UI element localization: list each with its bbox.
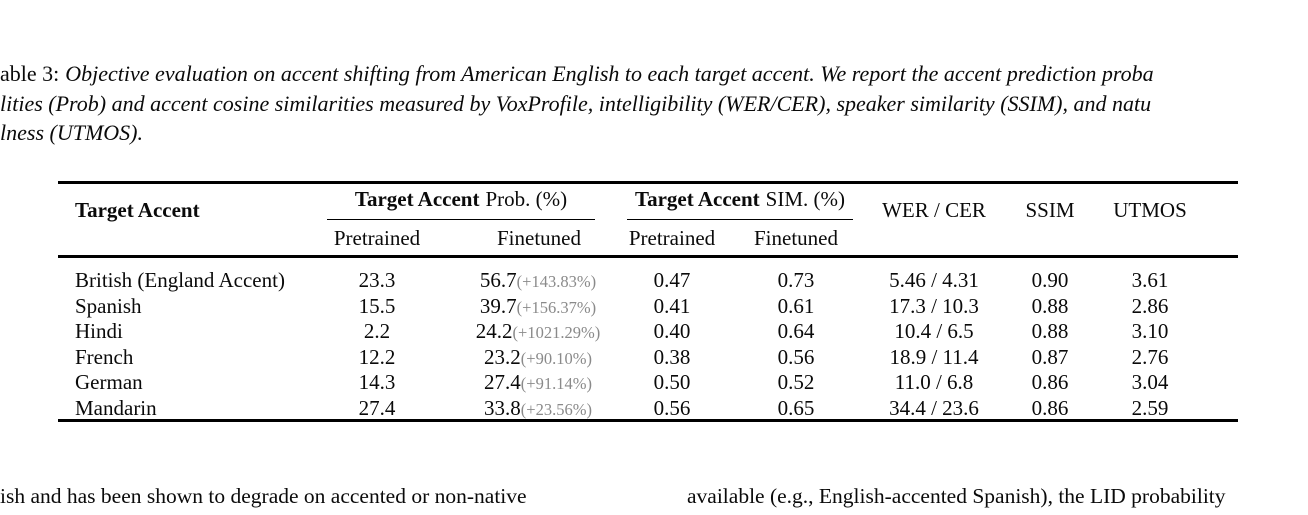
sim-pretrained-cell: 0.40	[653, 319, 691, 344]
body-text-right-column: available (e.g., English-accented Spanis…	[687, 484, 1226, 508]
ssim-cell: 0.88	[1031, 319, 1069, 344]
table-row: French 12.2 23.2(+90.10%) 0.38 0.56 18.9…	[58, 345, 1238, 371]
prob-delta-value: (+143.83%)	[516, 272, 597, 291]
table-caption: able 3: Objective evaluation on accent sh…	[0, 59, 1308, 148]
prob-finetuned-cell: 56.7(+143.83%)	[432, 268, 644, 295]
header-group-sim: Target Accent SIM. (%)	[627, 187, 853, 212]
results-table: Target Accent Target Accent Prob. (%) Tar…	[58, 181, 1238, 423]
prob-finetuned-cell: 33.8(+23.56%)	[432, 396, 644, 423]
sim-pretrained-cell: 0.50	[653, 370, 691, 395]
header-group-prob-bold: Target Accent	[354, 187, 480, 211]
prob-pretrained-cell: 14.3	[358, 370, 396, 395]
header-sim-finetuned: Finetuned	[754, 226, 838, 250]
sim-pretrained-cell: 0.41	[653, 293, 691, 318]
prob-delta-value: (+23.56%)	[520, 399, 592, 419]
table-bottom-rule	[58, 419, 1238, 422]
prob-finetuned-value: 33.8	[484, 395, 521, 420]
table-top-rule	[58, 181, 1238, 184]
table-body: British (England Accent) 23.3 56.7(+143.…	[58, 268, 1238, 422]
prob-finetuned-value: 56.7	[479, 268, 517, 292]
wer-cer-cell: 10.4 / 6.5	[894, 319, 974, 344]
header-prob-pretrained: Pretrained	[333, 226, 421, 250]
utmos-cell: 3.61	[1131, 268, 1169, 292]
prob-finetuned-cell: 23.2(+90.10%)	[432, 345, 644, 372]
table-row: Spanish 15.5 39.7(+156.37%) 0.41 0.61 17…	[58, 294, 1238, 320]
ssim-cell: 0.86	[1031, 395, 1069, 420]
prob-delta-value: (+1021.29%)	[512, 323, 601, 343]
sim-pretrained-cell: 0.47	[653, 268, 691, 292]
sim-group-rule	[627, 219, 853, 221]
accent-name-cell: German	[75, 370, 143, 395]
ssim-cell: 0.88	[1031, 293, 1069, 318]
prob-group-rule	[327, 219, 595, 221]
utmos-cell: 3.04	[1131, 370, 1169, 395]
table-row: German 14.3 27.4(+91.14%) 0.50 0.52 11.0…	[58, 370, 1238, 396]
table-row: Hindi 2.2 24.2(+1021.29%) 0.40 0.64 10.4…	[58, 319, 1238, 345]
wer-cer-cell: 18.9 / 11.4	[889, 344, 979, 369]
header-group-prob-rest: Prob. (%)	[485, 187, 568, 211]
caption-line-2: lities (Prob) and accent cosine similari…	[0, 90, 1152, 116]
table-row: Mandarin 27.4 33.8(+23.56%) 0.56 0.65 34…	[58, 396, 1238, 422]
table-mid-rule	[58, 255, 1238, 258]
accent-name-cell: Mandarin	[75, 395, 157, 420]
wer-cer-cell: 34.4 / 23.6	[889, 395, 979, 420]
header-group-sim-rest: SIM. (%)	[765, 187, 845, 211]
accent-name-cell: Hindi	[75, 319, 123, 344]
accent-name-cell: British (England Accent)	[75, 268, 285, 292]
header-ssim: SSIM	[1025, 198, 1075, 222]
utmos-cell: 2.59	[1131, 395, 1169, 420]
wer-cer-cell: 17.3 / 10.3	[889, 293, 979, 318]
utmos-cell: 3.10	[1131, 319, 1169, 344]
sim-finetuned-cell: 0.64	[777, 319, 815, 344]
sim-pretrained-cell: 0.38	[653, 344, 691, 369]
prob-finetuned-value: 24.2	[475, 319, 513, 344]
header-target-accent: Target Accent	[75, 198, 200, 222]
body-text-left-column: ish and has been shown to degrade on acc…	[0, 484, 527, 508]
utmos-cell: 2.76	[1131, 344, 1169, 369]
table-row: British (England Accent) 23.3 56.7(+143.…	[58, 268, 1238, 294]
caption-line-3: lness (UTMOS).	[0, 120, 143, 145]
ssim-cell: 0.86	[1031, 370, 1069, 395]
sim-finetuned-cell: 0.61	[777, 293, 815, 318]
prob-finetuned-value: 39.7	[479, 293, 517, 318]
accent-name-cell: Spanish	[75, 293, 142, 318]
ssim-cell: 0.90	[1031, 268, 1069, 292]
ssim-cell: 0.87	[1031, 344, 1069, 369]
caption-line-1: able 3: Objective evaluation on accent sh…	[0, 59, 1308, 89]
sim-pretrained-cell: 0.56	[653, 395, 691, 420]
header-group-sim-bold: Target Accent	[635, 187, 760, 211]
prob-finetuned-cell: 27.4(+91.14%)	[432, 370, 644, 397]
prob-delta-value: (+91.14%)	[520, 374, 592, 394]
header-utmos: UTMOS	[1113, 198, 1187, 222]
caption-table-number: able 3:	[0, 61, 60, 86]
prob-pretrained-cell: 27.4	[358, 395, 396, 420]
header-sim-pretrained: Pretrained	[628, 226, 716, 250]
sim-finetuned-cell: 0.52	[777, 370, 815, 395]
caption-text-1: Objective evaluation on accent shifting …	[65, 61, 1154, 86]
sim-finetuned-cell: 0.65	[777, 395, 815, 420]
prob-delta-value: (+90.10%)	[520, 348, 592, 368]
utmos-cell: 2.86	[1131, 293, 1169, 318]
sim-finetuned-cell: 0.56	[777, 344, 815, 369]
header-prob-finetuned: Finetuned	[497, 226, 581, 250]
wer-cer-cell: 11.0 / 6.8	[894, 370, 974, 395]
prob-pretrained-cell: 2.2	[363, 319, 391, 344]
prob-pretrained-cell: 15.5	[358, 293, 396, 318]
prob-finetuned-value: 23.2	[484, 344, 521, 369]
prob-finetuned-cell: 39.7(+156.37%)	[432, 294, 644, 321]
prob-finetuned-cell: 24.2(+1021.29%)	[432, 319, 644, 346]
accent-name-cell: French	[75, 344, 134, 369]
prob-finetuned-value: 27.4	[484, 370, 521, 395]
header-wer-cer: WER / CER	[882, 198, 986, 222]
prob-delta-value: (+156.37%)	[516, 297, 597, 317]
prob-pretrained-cell: 12.2	[358, 344, 396, 369]
wer-cer-cell: 5.46 / 4.31	[889, 268, 979, 292]
prob-pretrained-cell: 23.3	[358, 268, 396, 292]
header-group-prob: Target Accent Prob. (%)	[327, 187, 595, 212]
sim-finetuned-cell: 0.73	[777, 268, 815, 292]
